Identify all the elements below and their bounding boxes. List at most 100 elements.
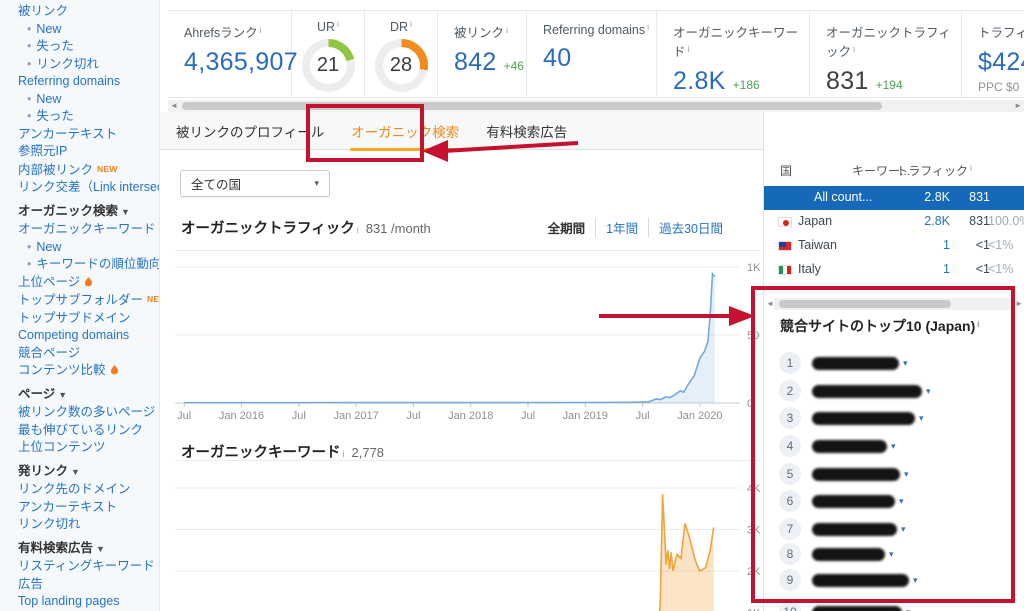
- sidebar-item-26[interactable]: リンク先のドメイン: [18, 482, 131, 496]
- bullet-icon: •: [27, 39, 32, 53]
- sidebar-item-7[interactable]: アンカーテキスト: [18, 126, 118, 141]
- chevron-down-icon[interactable]: ▾: [904, 468, 909, 479]
- scroll-left-icon[interactable]: ◄: [170, 101, 178, 110]
- country-traffic: 831: [969, 190, 990, 204]
- chevron-down-icon[interactable]: ▾: [919, 412, 924, 423]
- competitors-horizontal-scrollbar[interactable]: ◄ ►: [766, 298, 1023, 310]
- range-0[interactable]: 全期間: [547, 222, 586, 236]
- sidebar-item-1[interactable]: • New: [27, 21, 62, 36]
- sidebar-item-12[interactable]: オーガニックキーワード: [18, 222, 156, 236]
- sidebar-item-3[interactable]: • リンク切れ: [27, 56, 99, 71]
- date-range-switcher: 全期間 1年間 過去30日間: [538, 218, 733, 237]
- redacted-domain-bar[interactable]: [812, 522, 897, 536]
- metric-label: Ahrefsランク i: [184, 25, 262, 40]
- info-icon: i: [410, 19, 413, 29]
- sidebar-item-18[interactable]: Competing domains: [18, 328, 130, 342]
- sidebar-item-4[interactable]: Referring domains: [18, 74, 121, 88]
- sidebar-item-2[interactable]: • 失った: [27, 39, 74, 53]
- chevron-down-icon: ▼: [96, 543, 105, 554]
- competitor-rank: 8: [779, 543, 801, 565]
- redacted-domain-bar[interactable]: [812, 494, 895, 508]
- chevron-down-icon[interactable]: ▾: [891, 440, 896, 451]
- sidebar-item-8[interactable]: 参照元IP: [18, 144, 68, 158]
- country-row-italy[interactable]: Italy 1 <1 <1%: [764, 258, 1024, 282]
- redacted-domain-bar[interactable]: [812, 439, 887, 453]
- sidebar-item-23[interactable]: 最も伸びているリンク: [18, 422, 144, 437]
- sidebar-item-20[interactable]: コンテンツ比較: [18, 362, 159, 380]
- sidebar-item-24[interactable]: 上位コンテンツ: [18, 440, 106, 454]
- sidebar-item-27[interactable]: アンカーテキスト: [18, 499, 118, 514]
- sidebar-item-15[interactable]: 上位ページ: [18, 274, 159, 292]
- sidebar-item-28[interactable]: リンク切れ: [18, 517, 81, 531]
- metric-sub: PPC $0: [978, 80, 1020, 94]
- chevron-down-icon[interactable]: ▾: [901, 523, 906, 534]
- sidebar-item-25: 発リンク ▼: [18, 463, 80, 478]
- svg-text:Jan 2020: Jan 2020: [677, 410, 722, 421]
- scroll-right-icon[interactable]: ►: [1015, 299, 1023, 308]
- svg-text:3K: 3K: [747, 525, 760, 537]
- competitor-item-7: 7 ▾: [779, 518, 906, 540]
- competitor-item-6: 6 ▾: [779, 490, 904, 512]
- redacted-domain-bar[interactable]: [812, 573, 909, 587]
- sidebar-item-13[interactable]: • New: [27, 239, 62, 254]
- metric-card-0: Ahrefsランク i 4,365,907: [168, 11, 298, 97]
- sidebar-item-0[interactable]: 被リンク: [18, 4, 69, 18]
- metric-card-6: オーガニックトラフィック i 831 +194: [810, 11, 962, 97]
- chevron-down-icon[interactable]: ▾: [926, 385, 931, 396]
- competitor-rank: 5: [779, 463, 801, 485]
- metrics-horizontal-scrollbar[interactable]: ◄ ►: [168, 100, 1024, 112]
- tab-2[interactable]: 有料検索広告: [486, 124, 568, 140]
- sidebar-item-22[interactable]: 被リンク数の多いページ: [18, 405, 156, 419]
- redacted-domain-bar[interactable]: [812, 356, 899, 370]
- sidebar-item-6[interactable]: • 失った: [27, 109, 74, 123]
- sidebar-item-9[interactable]: 内部被リンク NEW: [18, 162, 118, 177]
- table-header-keywords: キーワー...: [851, 164, 910, 178]
- country-row-taiwan[interactable]: Taiwan 1 <1 <1%: [764, 234, 1024, 258]
- sidebar-item-17[interactable]: トップサブドメイン: [18, 310, 131, 325]
- sidebar-item-19[interactable]: 競合ページ: [18, 345, 81, 360]
- competitor-rank: 6: [779, 490, 801, 512]
- scroll-right-icon[interactable]: ►: [1014, 101, 1022, 110]
- sidebar-item-32[interactable]: Top landing pages: [18, 594, 120, 608]
- sidebar-item-16[interactable]: トップサブフォルダーNEW: [18, 291, 159, 310]
- tab-0[interactable]: 被リンクのプロフィール: [176, 124, 325, 140]
- bullet-icon: •: [27, 21, 32, 36]
- tab-1-active[interactable]: オーガニック検索: [350, 121, 461, 151]
- scrollbar-thumb[interactable]: [779, 300, 951, 308]
- scrollbar-thumb[interactable]: [182, 102, 882, 110]
- sidebar-nav: 被リンク • New • 失った • リンク切れ Referring domains • New •…: [0, 0, 160, 611]
- table-header-country: 国: [780, 164, 793, 178]
- country-row-all-count-[interactable]: All count... 2.8K 831: [764, 186, 1024, 210]
- sidebar-item-30[interactable]: リスティングキーワード: [18, 559, 155, 573]
- redacted-domain-bar[interactable]: [812, 411, 915, 425]
- chevron-down-icon[interactable]: ▾: [906, 607, 911, 611]
- chevron-down-icon[interactable]: ▾: [913, 574, 918, 585]
- competitor-rank: 1: [779, 352, 801, 374]
- sidebar-item-5[interactable]: • New: [27, 91, 62, 106]
- info-icon: i: [342, 449, 345, 459]
- metric-card-4: Referring domains i 40: [527, 11, 657, 97]
- chevron-down-icon[interactable]: ▾: [889, 548, 894, 559]
- chevron-down-icon[interactable]: ▾: [903, 357, 908, 368]
- competitor-rank: 4: [779, 435, 801, 457]
- metric-delta: +46: [503, 59, 524, 73]
- range-2[interactable]: 過去30日間: [648, 218, 733, 237]
- metric-value: 28: [389, 54, 413, 76]
- redacted-domain-bar[interactable]: [812, 547, 885, 561]
- chevron-down-icon[interactable]: ▾: [899, 495, 904, 506]
- metric-card-1: UR i 21: [292, 11, 365, 97]
- country-filter-dropdown[interactable]: 全ての国 ▾: [180, 170, 330, 197]
- redacted-domain-bar[interactable]: [812, 467, 900, 481]
- sidebar-item-21: ページ ▼: [18, 386, 68, 401]
- sidebar-item-10[interactable]: リンク交差（Link intersect）: [18, 180, 159, 194]
- redacted-domain-bar[interactable]: [812, 384, 922, 398]
- scroll-left-icon[interactable]: ◄: [766, 299, 774, 308]
- sidebar-item-14[interactable]: • キーワードの順位動向: [27, 257, 160, 271]
- country-name: Italy: [798, 262, 821, 276]
- range-1[interactable]: 1年間: [595, 218, 648, 237]
- traffic-section-header: オーガニックトラフィック i 831 /month 全期間 1年間 過去30日間: [181, 217, 733, 238]
- redacted-domain-bar[interactable]: [812, 605, 902, 611]
- metric-label: トラフィi: [978, 26, 1024, 40]
- sidebar-item-31[interactable]: 広告: [18, 576, 44, 591]
